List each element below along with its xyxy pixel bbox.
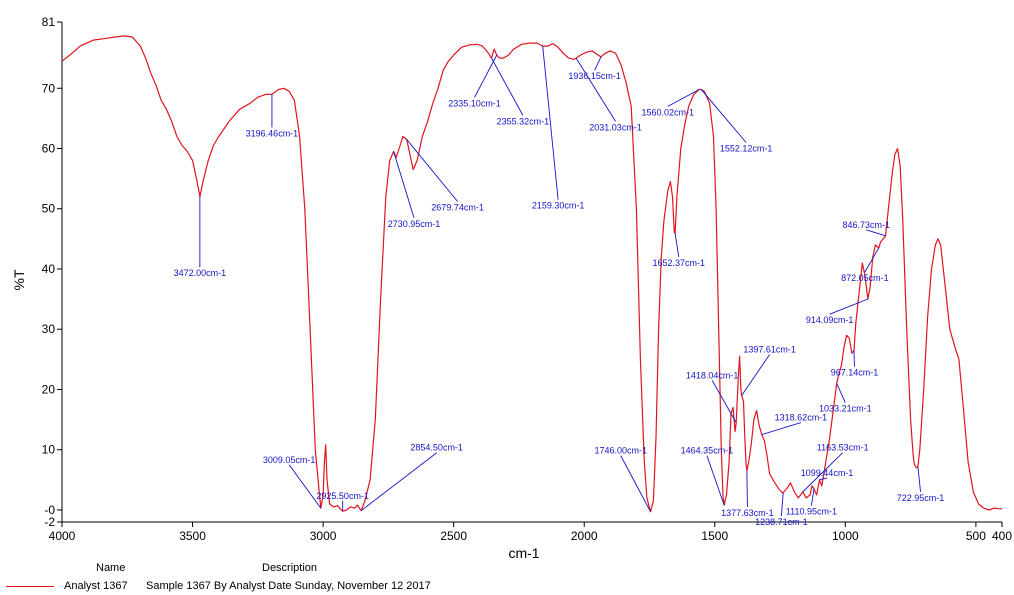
peak-leader-line (360, 452, 437, 511)
peak-label: 2730.95cm-1 (388, 219, 441, 229)
x-tick-label: 400 (992, 529, 1012, 543)
peak-leader-line (864, 247, 880, 273)
peak-leader-line (594, 56, 602, 71)
peak-label: 967.14cm-1 (831, 368, 879, 378)
peak-label: 1163.53cm-1 (817, 443, 869, 453)
peak-leader-line (866, 229, 886, 237)
peak-label: 1418.04cm-1 (686, 370, 739, 380)
peak-leader-line (761, 422, 802, 436)
peak-label: 1552.12cm-1 (720, 143, 773, 153)
peak-label: 846.73cm-1 (842, 220, 890, 230)
peak-leader-line (406, 139, 458, 202)
legend-entry-name: Analyst 1367 (64, 580, 128, 592)
ir-spectrum-chart: 4000 3500 3000 2500 2000 1500 1000 500 400 81 70 60… (11, 15, 1012, 561)
peak-leader-line (780, 493, 784, 517)
peak-label: 1110.95cm-1 (786, 507, 837, 517)
peak-leader-line (288, 464, 322, 509)
peak-leader-line (700, 89, 747, 143)
peak-leader-line (711, 380, 737, 423)
legend-series-swatch (6, 586, 54, 587)
peak-leader-line (819, 477, 828, 481)
peak-leader-line (746, 470, 748, 507)
peak-label: 1464.35cm-1 (681, 446, 734, 456)
legend: Name Description Analyst 1367 Sample 136… (0, 562, 1014, 595)
peak-leader-line (620, 455, 651, 512)
peak-label: 1099.44cm-1 (801, 468, 854, 478)
peak-label: 1652.37cm-1 (652, 258, 705, 268)
y-tick-label: -0 (44, 503, 55, 517)
x-tick-label: 2500 (440, 529, 467, 543)
peak-leader-line (542, 46, 559, 200)
peak-label: 2925.50cm-1 (316, 491, 369, 501)
peak-leader-line (802, 452, 844, 493)
x-tick-label: 500 (966, 529, 986, 543)
spectrum-series-line (61, 35, 1002, 513)
peak-label: 2679.74cm-1 (431, 203, 484, 213)
peak-label: 2031.03cm-1 (589, 122, 642, 132)
peak-leader-line (853, 350, 855, 367)
peak-leader-line (917, 466, 921, 492)
peak-leader-line (667, 89, 700, 107)
peak-leader-line (829, 298, 868, 315)
peak-label: 2159.30cm-1 (532, 201, 585, 211)
y-tick-label: 40 (42, 262, 56, 276)
x-tick-label: 4000 (49, 529, 76, 543)
peak-leader-line (741, 354, 770, 396)
x-tick-label: 3000 (310, 529, 337, 543)
peak-label: 2854.50cm-1 (410, 443, 463, 453)
y-tick-label: 30 (42, 322, 56, 336)
legend-entry-description: Sample 1367 By Analyst Date Sunday, Nove… (146, 580, 431, 592)
peak-leader-line (836, 383, 846, 403)
peak-label: 2335.10cm-1 (448, 98, 501, 108)
peak-leader-line (674, 232, 680, 258)
legend-name-header: Name (96, 562, 126, 574)
peak-label: 1397.61cm-1 (743, 345, 796, 355)
y-tick-label: 20 (42, 382, 56, 396)
x-axis-title: cm-1 (508, 545, 539, 561)
y-tick-label: 81 (42, 15, 56, 29)
peak-label: 722.95cm-1 (897, 493, 945, 503)
peak-label: 3009.05cm-1 (263, 455, 316, 465)
peak-leader-line (393, 151, 415, 218)
y-tick-label: 10 (42, 443, 56, 457)
peak-label: 3472.00cm-1 (174, 268, 227, 278)
peak-leader-line (491, 57, 524, 116)
peak-leader-line (474, 54, 498, 98)
peak-label: 3196.46cm-1 (246, 128, 299, 138)
peak-label: 1033.21cm-1 (819, 404, 872, 414)
peak-label: 1318.62cm-1 (775, 413, 828, 423)
peak-label: 1560.02cm-1 (642, 107, 695, 117)
y-tick-label: -2 (44, 515, 55, 529)
peak-leader-line (575, 57, 616, 122)
x-tick-label: 3500 (179, 529, 206, 543)
peak-label: 1377.63cm-1 (721, 508, 774, 518)
peak-leader-line (810, 488, 815, 506)
peak-label: 914.09cm-1 (806, 315, 854, 325)
x-tick-label: 1000 (832, 529, 859, 543)
peak-label: 1238.71cm-1 (755, 517, 808, 527)
y-axis-title: %T (11, 269, 27, 290)
peak-label: 872.05cm-1 (841, 273, 889, 283)
y-tick-label: 50 (42, 202, 56, 216)
legend-description-header: Description (262, 562, 318, 574)
y-tick-label: 70 (42, 81, 56, 95)
x-tick-label: 1500 (701, 529, 728, 543)
peak-label: 2355.32cm-1 (497, 116, 550, 126)
y-tick-label: 60 (42, 142, 56, 156)
peak-label: 1936.15cm-1 (568, 71, 621, 81)
peak-leader-line (706, 455, 725, 506)
x-tick-label: 2000 (571, 529, 598, 543)
peak-label: 1746.00cm-1 (595, 446, 648, 456)
